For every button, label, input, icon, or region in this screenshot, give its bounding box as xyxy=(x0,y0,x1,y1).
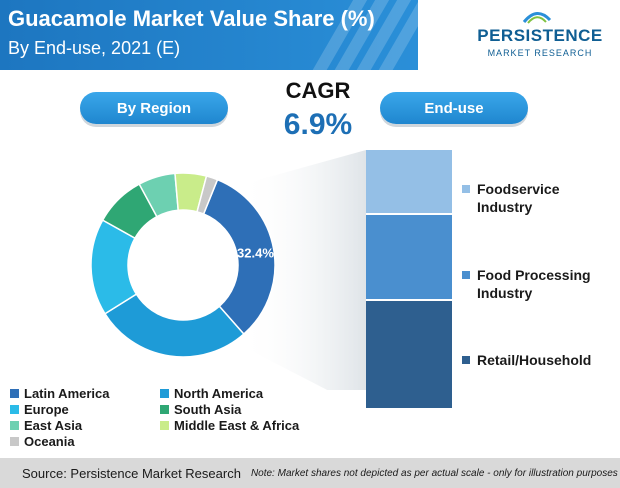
legend-swatch xyxy=(462,271,470,279)
logo-tagline: MARKET RESEARCH xyxy=(487,48,593,58)
legend-label: South Asia xyxy=(174,402,242,417)
donut-slice-latin-america xyxy=(202,178,276,336)
end-use-label: Retail/Household xyxy=(462,351,612,369)
end-use-label-text: Foodservice Industry xyxy=(477,181,560,215)
legend-label: Oceania xyxy=(24,434,75,449)
legend-label: North America xyxy=(174,386,264,401)
bar-segment-foodservice xyxy=(366,150,452,213)
slice-data-label: 32.4% xyxy=(237,246,274,261)
legend-item: Latin America xyxy=(10,386,110,401)
logo: PERSISTENCE MARKET RESEARCH xyxy=(470,10,610,70)
bar-segment-food-processing xyxy=(366,215,452,299)
legend-swatch xyxy=(10,437,19,446)
legend-item: East Asia xyxy=(10,418,82,433)
footer: Source: Persistence Market Research Note… xyxy=(0,458,620,488)
legend-swatch xyxy=(10,389,19,398)
cagr-label: CAGR xyxy=(285,78,351,103)
legend-item: North America xyxy=(160,386,263,401)
logo-swoosh-icon xyxy=(522,12,552,24)
by-region-pill: By Region xyxy=(80,92,228,124)
chart-subtitle: By End-use, 2021 (E) xyxy=(8,38,181,58)
end-use-label-text: Food Processing Industry xyxy=(477,267,591,301)
legend-swatch xyxy=(160,421,169,430)
note-text: Note: Market shares not depicted as per … xyxy=(250,467,618,479)
end-use-label: Food Processing Industry xyxy=(462,266,612,302)
source-text: Source: Persistence Market Research xyxy=(22,465,241,481)
legend-swatch xyxy=(462,356,470,364)
donut-slice-oceania xyxy=(196,175,219,215)
legend-item: Europe xyxy=(10,402,69,417)
bar-segment-retail-household xyxy=(366,300,452,408)
legend-label: Middle East & Africa xyxy=(174,418,300,433)
legend-swatch xyxy=(160,389,169,398)
legend-swatch xyxy=(10,421,19,430)
cagr-value: 6.9% xyxy=(283,108,353,141)
region-donut-chart: 32.4% xyxy=(90,150,366,390)
legend-label: Latin America xyxy=(24,386,110,401)
legend-label: Europe xyxy=(24,402,69,417)
legend-item: Middle East & Africa xyxy=(160,418,299,433)
legend-item: South Asia xyxy=(160,402,241,417)
logo-name: PERSISTENCE xyxy=(477,26,603,45)
end-use-label: Foodservice Industry xyxy=(462,180,607,216)
title-banner: Guacamole Market Value Share (%) By End-… xyxy=(0,0,418,70)
legend-swatch xyxy=(160,405,169,414)
end-use-label-text: Retail/Household xyxy=(477,352,592,368)
chart-title: Guacamole Market Value Share (%) xyxy=(8,6,375,31)
legend-item: Oceania xyxy=(10,434,75,449)
callout-wedge xyxy=(240,150,366,390)
legend-swatch xyxy=(10,405,19,414)
end-use-pill: End-use xyxy=(380,92,528,124)
legend-label: East Asia xyxy=(24,418,83,433)
legend-swatch xyxy=(462,185,470,193)
